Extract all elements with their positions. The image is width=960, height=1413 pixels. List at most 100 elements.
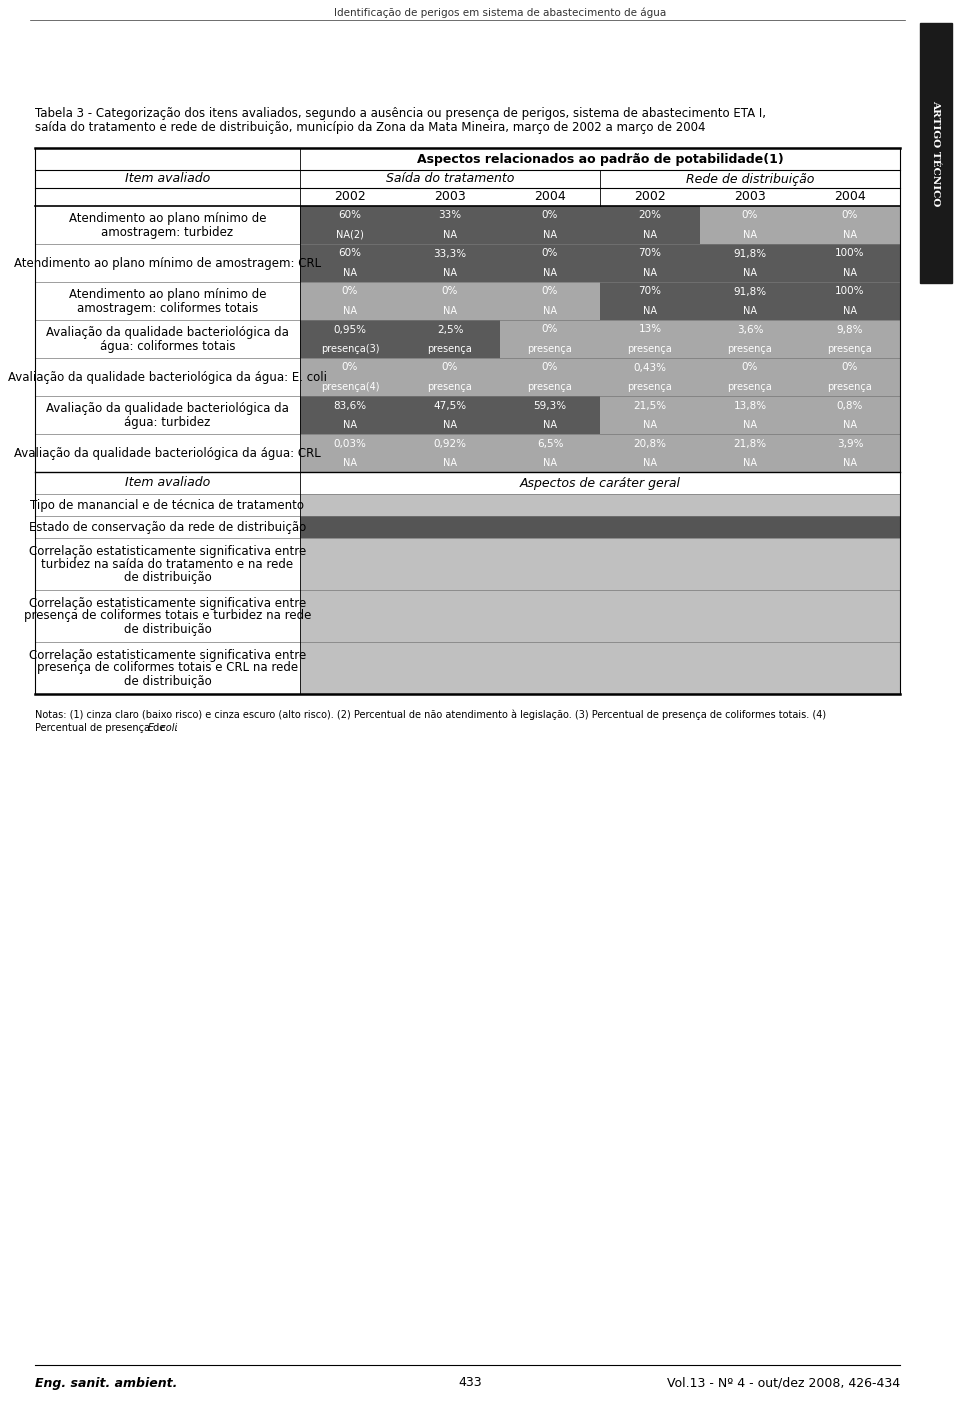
Text: NA: NA xyxy=(443,267,457,277)
Bar xyxy=(400,357,500,377)
Bar xyxy=(700,225,800,244)
Text: 60%: 60% xyxy=(339,249,362,259)
Bar xyxy=(500,377,600,396)
Bar xyxy=(400,263,500,283)
Bar xyxy=(700,396,800,415)
Text: Correlação estatisticamente significativa entre: Correlação estatisticamente significativ… xyxy=(29,596,306,609)
Text: presença: presença xyxy=(528,343,572,353)
Bar xyxy=(300,538,900,591)
Bar xyxy=(800,263,900,283)
Bar xyxy=(700,339,800,357)
Bar xyxy=(400,377,500,396)
Text: 0%: 0% xyxy=(541,325,558,335)
Bar xyxy=(500,434,600,454)
Text: NA: NA xyxy=(643,458,657,468)
Text: 70%: 70% xyxy=(638,249,661,259)
Bar xyxy=(700,415,800,434)
Text: de distribuição: de distribuição xyxy=(124,623,211,636)
Text: NA: NA xyxy=(643,305,657,315)
Text: presença: presença xyxy=(828,343,873,353)
Bar xyxy=(300,454,400,472)
Text: 0,03%: 0,03% xyxy=(333,438,367,448)
Text: NA: NA xyxy=(843,267,857,277)
Text: 91,8%: 91,8% xyxy=(733,249,767,259)
Text: Rede de distribuição: Rede de distribuição xyxy=(685,172,814,185)
Text: ARTIGO TÉCNICO: ARTIGO TÉCNICO xyxy=(931,100,941,206)
Bar xyxy=(400,283,500,301)
Bar xyxy=(600,319,700,339)
Text: presença: presença xyxy=(427,382,472,391)
Bar xyxy=(600,377,700,396)
Bar xyxy=(600,357,700,377)
Bar xyxy=(600,454,700,472)
Text: NA: NA xyxy=(443,229,457,239)
Text: presença de coliformes totais e CRL na rede: presença de coliformes totais e CRL na r… xyxy=(36,661,298,674)
Text: 60%: 60% xyxy=(339,211,362,220)
Bar xyxy=(500,225,600,244)
Bar xyxy=(300,263,400,283)
Text: Vol.13 - Nº 4 - out/dez 2008, 426-434: Vol.13 - Nº 4 - out/dez 2008, 426-434 xyxy=(667,1376,900,1389)
Text: 0%: 0% xyxy=(742,363,758,373)
Text: NA: NA xyxy=(743,458,757,468)
Text: NA: NA xyxy=(343,305,357,315)
Bar xyxy=(300,396,400,415)
Text: 0%: 0% xyxy=(442,287,458,297)
Text: 0,92%: 0,92% xyxy=(434,438,467,448)
Bar xyxy=(300,206,400,225)
Text: Avaliação da qualidade bacteriológica da: Avaliação da qualidade bacteriológica da xyxy=(46,403,289,415)
Bar xyxy=(500,415,600,434)
Bar xyxy=(600,244,700,263)
Bar xyxy=(400,434,500,454)
Bar xyxy=(800,357,900,377)
Text: 0%: 0% xyxy=(541,249,558,259)
Text: 3,6%: 3,6% xyxy=(736,325,763,335)
Text: 433: 433 xyxy=(458,1376,482,1389)
Bar xyxy=(300,516,900,538)
Bar xyxy=(500,454,600,472)
Text: NA: NA xyxy=(543,305,557,315)
Text: 2,5%: 2,5% xyxy=(437,325,464,335)
Text: Avaliação da qualidade bacteriológica da água: CRL: Avaliação da qualidade bacteriológica da… xyxy=(14,447,321,459)
Bar xyxy=(800,244,900,263)
Bar xyxy=(800,454,900,472)
Bar xyxy=(600,225,700,244)
Text: de distribuição: de distribuição xyxy=(124,571,211,584)
Text: presença: presença xyxy=(628,343,672,353)
Text: NA: NA xyxy=(443,458,457,468)
Text: NA: NA xyxy=(643,267,657,277)
Bar xyxy=(600,415,700,434)
Bar xyxy=(700,454,800,472)
Text: NA: NA xyxy=(443,420,457,430)
Bar xyxy=(300,244,400,263)
Text: NA: NA xyxy=(843,305,857,315)
Text: Item avaliado: Item avaliado xyxy=(125,172,210,185)
Text: NA: NA xyxy=(543,229,557,239)
Text: E. coli: E. coli xyxy=(148,723,178,733)
Text: 0%: 0% xyxy=(742,211,758,220)
Text: turbidez na saída do tratamento e na rede: turbidez na saída do tratamento e na red… xyxy=(41,558,294,571)
Bar xyxy=(800,225,900,244)
Text: 0,95%: 0,95% xyxy=(333,325,367,335)
Bar xyxy=(300,642,900,694)
Text: 6,5%: 6,5% xyxy=(537,438,564,448)
Bar xyxy=(500,244,600,263)
Text: NA: NA xyxy=(743,229,757,239)
Bar xyxy=(400,339,500,357)
Text: de distribuição: de distribuição xyxy=(124,674,211,688)
Text: 13,8%: 13,8% xyxy=(733,400,767,411)
Bar xyxy=(600,283,700,301)
Text: 0,43%: 0,43% xyxy=(634,363,666,373)
Bar xyxy=(800,396,900,415)
Bar xyxy=(500,301,600,319)
Text: 2003: 2003 xyxy=(734,191,766,203)
Text: 70%: 70% xyxy=(638,287,661,297)
Bar xyxy=(800,206,900,225)
Bar xyxy=(500,206,600,225)
Bar xyxy=(700,283,800,301)
Bar xyxy=(700,357,800,377)
Text: 0%: 0% xyxy=(541,363,558,373)
Bar xyxy=(600,339,700,357)
Bar xyxy=(500,339,600,357)
Text: 20,8%: 20,8% xyxy=(634,438,666,448)
Bar xyxy=(400,301,500,319)
